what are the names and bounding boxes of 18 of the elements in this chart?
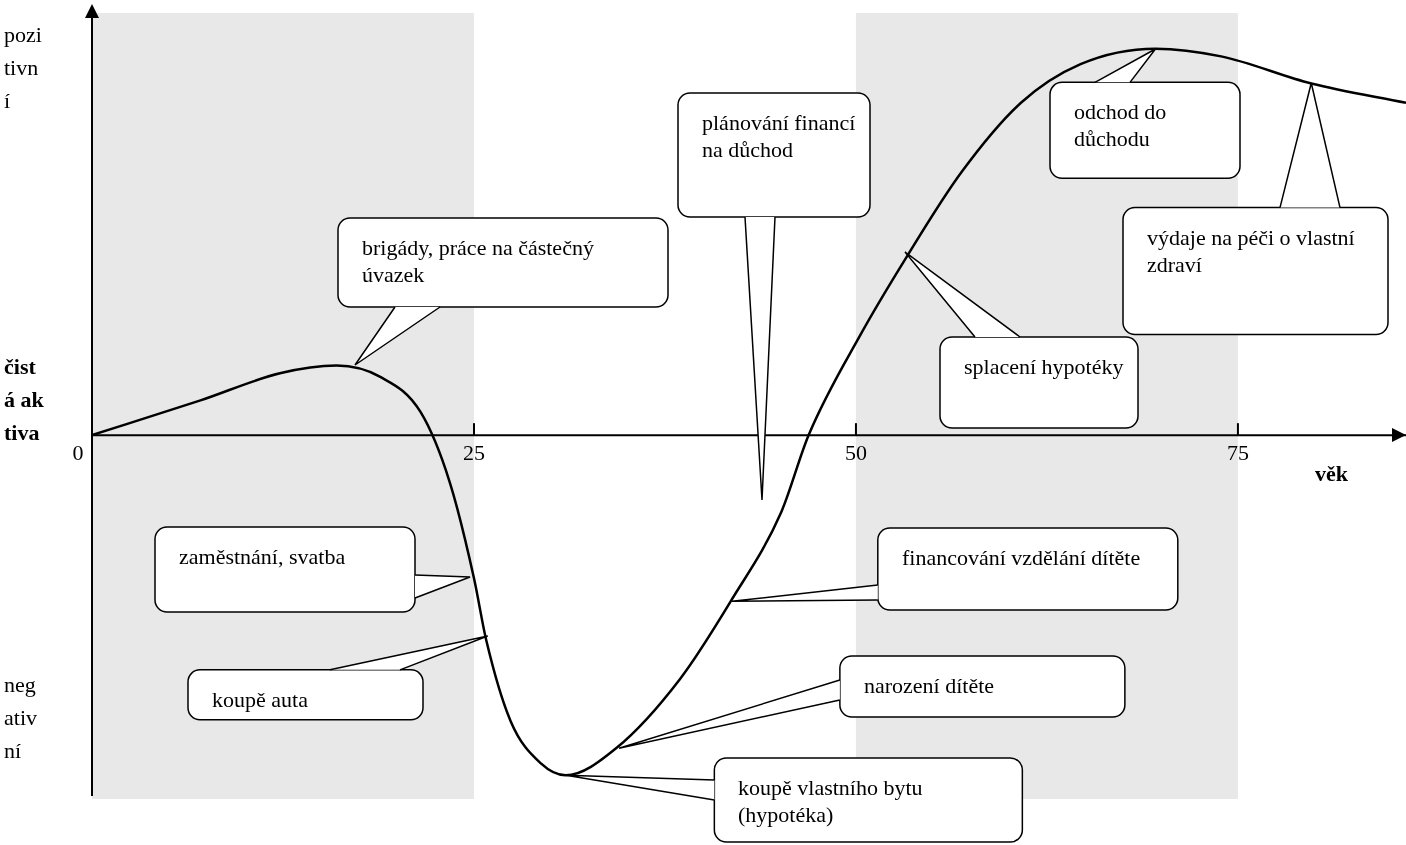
y-axis-title: čistá aktiva — [4, 353, 44, 447]
text: pozitivní — [4, 21, 43, 115]
annotation: narození dítěte — [864, 672, 996, 699]
text: negativní — [4, 671, 38, 765]
x-tick-label: 25 — [461, 440, 486, 466]
x-axis-title: věk — [1315, 460, 1348, 487]
x-tick-label: 0 — [71, 440, 85, 466]
annotation: brigády, práce na částečný úvazek — [362, 234, 595, 288]
annotation: financování vzdělání dítěte — [902, 544, 1142, 571]
x-tick-label: 50 — [843, 440, 868, 466]
annotation: výdaje na péči o vlastní zdraví — [1147, 224, 1356, 278]
annotation: splacení hypotéky — [964, 353, 1125, 380]
x-tick-label: 75 — [1225, 440, 1250, 466]
annotation: odchod do důchodu — [1074, 98, 1168, 152]
annotation: koupě auta — [212, 686, 309, 713]
annotation: plánování financí na důchod — [702, 109, 857, 163]
annotation: koupě vlastního bytu (hypotéka) — [738, 774, 924, 828]
annotation: zaměstnání, svatba — [179, 543, 347, 570]
